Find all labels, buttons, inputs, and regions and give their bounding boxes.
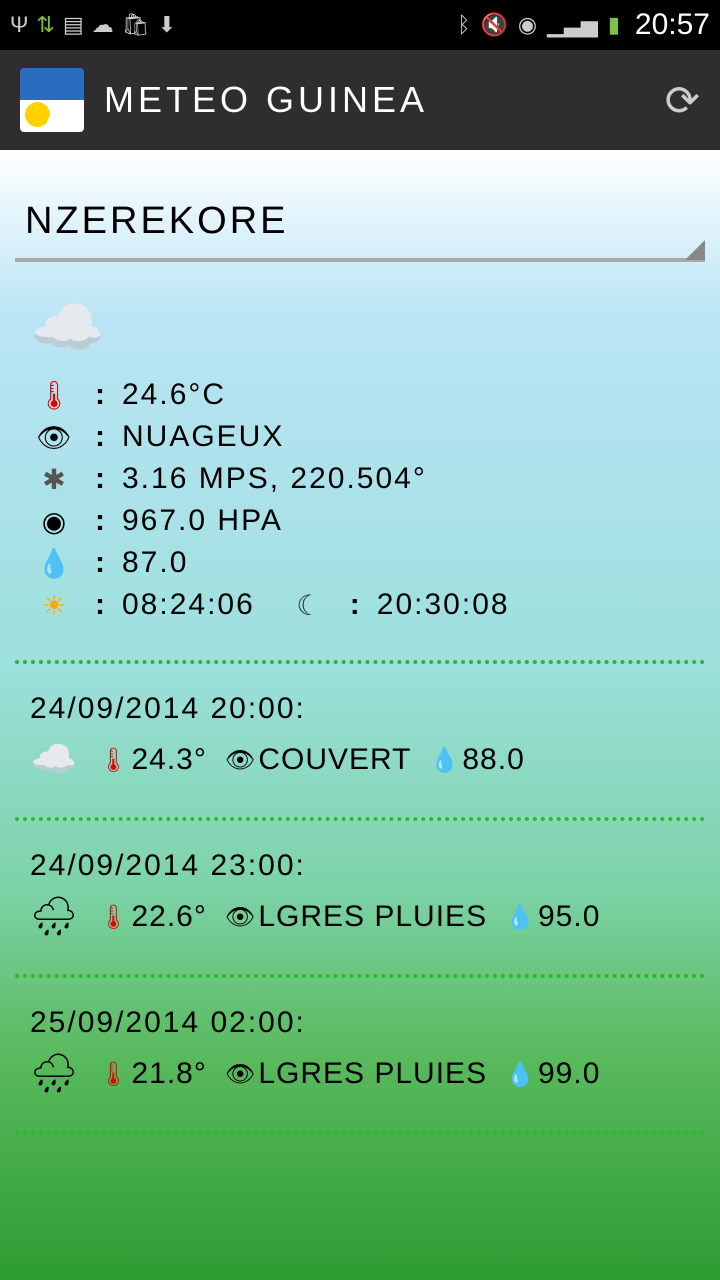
bluetooth-icon: ᛒ (457, 12, 470, 38)
forecast-temp: 22.6° (131, 900, 206, 934)
condition-row: 👁 : NUAGEUX (30, 420, 690, 454)
condition-value: NUAGEUX (122, 420, 284, 454)
forecast-temp: 24.3° (131, 743, 206, 777)
doc-icon: ▤ (63, 12, 84, 38)
forecast-humidity: 99.0 (538, 1057, 600, 1091)
wind-value: 3.16 MPS, 220.504° (122, 462, 427, 496)
eye-icon: 👁 (225, 903, 256, 932)
divider (15, 1131, 705, 1135)
mute-icon: 🔇 (480, 12, 507, 38)
humidity-value: 87.0 (122, 546, 188, 580)
droplet-icon: 💧 (505, 1060, 536, 1089)
eye-icon: 👁 (225, 1060, 256, 1089)
sunrise-value: 08:24:06 (122, 588, 255, 622)
forecast-humidity: 88.0 (462, 743, 524, 777)
sun-row: ☀ : 08:24:06 ☾ : 20:30:08 (30, 588, 690, 622)
city-dropdown[interactable] (15, 258, 705, 262)
eye-icon: 👁 (225, 746, 256, 775)
forecast-datetime: 24/09/2014 20:00: (30, 692, 690, 726)
status-bar: Ψ ⇅ ▤ ☁ 🛍 ⬇ ᛒ 🔇 ◉ ▁▃▅ ▮ 20:57 (0, 0, 720, 50)
forecast-weather-icon: 🌧 (30, 895, 90, 939)
pressure-row: ◉ : 967.0 HPA (30, 504, 690, 538)
forecast-condition: LGRES PLUIES (258, 1057, 487, 1091)
app-title: METEO GUINEA (104, 79, 665, 121)
signal-icon: ▁▃▅ (547, 12, 598, 38)
eye-icon: 👁 (30, 421, 80, 454)
current-weather: ☁️ 🌡 : 24.6°C 👁 : NUAGEUX ✱ : 3.16 MPS, … (15, 282, 705, 640)
forecast-item: 24/09/2014 20:00: ☁️ 🌡24.3° 👁COUVERT 💧88… (15, 684, 705, 797)
thermometer-icon: 🌡 (30, 379, 80, 412)
shop-icon: 🛍 (122, 12, 150, 38)
thermometer-icon: 🌡 (98, 903, 129, 932)
sync-icon: ⇅ (36, 12, 54, 38)
divider (15, 817, 705, 821)
content-area: NZEREKORE ☁️ 🌡 : 24.6°C 👁 : NUAGEUX ✱ : … (0, 150, 720, 1280)
forecast-datetime: 25/09/2014 02:00: (30, 1006, 690, 1040)
humidity-row: 💧 : 87.0 (30, 546, 690, 580)
forecast-weather-icon: ☁️ (30, 738, 90, 782)
thermometer-icon: 🌡 (98, 1060, 129, 1089)
temp-row: 🌡 : 24.6°C (30, 378, 690, 412)
pressure-value: 967.0 HPA (122, 504, 283, 538)
download-icon: ⬇ (158, 12, 176, 38)
wind-icon: ✱ (30, 463, 80, 496)
status-time: 20:57 (635, 8, 710, 42)
forecast-item: 25/09/2014 02:00: 🌧 🌡21.8° 👁LGRES PLUIES… (15, 998, 705, 1111)
city-name: NZEREKORE (25, 200, 705, 243)
forecast-temp: 21.8° (131, 1057, 206, 1091)
droplet-icon: 💧 (505, 903, 536, 932)
wifi-icon: ◉ (518, 12, 537, 38)
forecast-condition: COUVERT (258, 743, 411, 777)
app-logo (20, 68, 84, 132)
forecast-weather-icon: 🌧 (30, 1052, 90, 1096)
usb-icon: Ψ (10, 12, 28, 38)
sunset-value: 20:30:08 (377, 588, 510, 622)
cloud-upload-icon: ☁ (92, 12, 114, 38)
droplet-icon: 💧 (429, 746, 460, 775)
sun-icon: ☀ (30, 589, 80, 622)
wind-row: ✱ : 3.16 MPS, 220.504° (30, 462, 690, 496)
forecast-condition: LGRES PLUIES (258, 900, 487, 934)
app-bar: METEO GUINEA ⟳ (0, 50, 720, 150)
forecast-item: 24/09/2014 23:00: 🌧 🌡22.6° 👁LGRES PLUIES… (15, 841, 705, 954)
temp-value: 24.6°C (122, 378, 226, 412)
forecast-humidity: 95.0 (538, 900, 600, 934)
droplet-icon: 💧 (30, 547, 80, 580)
battery-icon: ▮ (608, 12, 620, 38)
divider (15, 974, 705, 978)
thermometer-icon: 🌡 (98, 746, 129, 775)
divider (15, 660, 705, 664)
moon-icon: ☾ (285, 589, 335, 622)
refresh-button[interactable]: ⟳ (665, 76, 700, 125)
current-weather-icon: ☁️ (30, 292, 690, 363)
forecast-datetime: 24/09/2014 23:00: (30, 849, 690, 883)
gauge-icon: ◉ (30, 505, 80, 538)
